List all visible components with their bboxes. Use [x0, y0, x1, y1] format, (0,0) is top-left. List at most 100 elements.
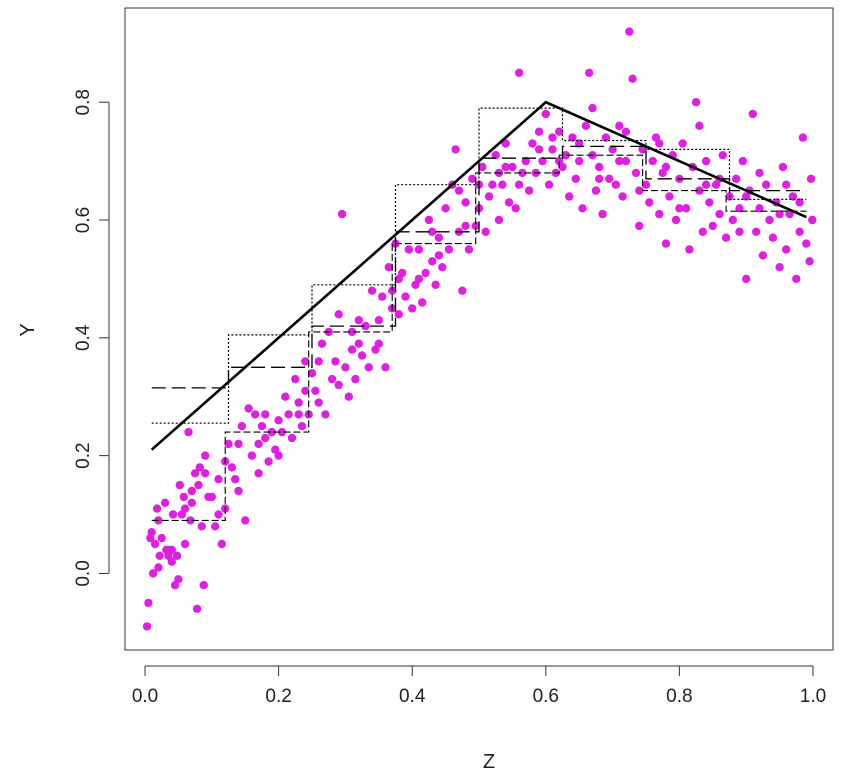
- data-point: [504, 198, 514, 207]
- data-point: [314, 357, 323, 366]
- data-point: [361, 321, 370, 331]
- data-point: [207, 492, 216, 502]
- data-point: [671, 215, 681, 225]
- data-point: [247, 451, 257, 460]
- true-curve-line: [150, 100, 807, 451]
- data-point: [194, 480, 203, 490]
- x-tick-label: 1.0: [800, 686, 826, 707]
- data-point: [598, 209, 607, 219]
- data-point: [548, 133, 557, 142]
- data-point: [174, 575, 183, 584]
- data-point: [708, 221, 717, 231]
- data-point: [274, 416, 283, 425]
- data-point: [601, 133, 611, 142]
- data-point: [331, 357, 340, 366]
- data-point: [244, 404, 253, 413]
- data-point: [367, 286, 377, 295]
- data-point: [267, 427, 277, 437]
- data-point: [179, 492, 188, 502]
- data-point: [394, 274, 403, 284]
- data-point: [638, 145, 647, 154]
- data-point: [175, 480, 184, 490]
- data-point: [418, 298, 427, 307]
- data-point: [518, 168, 527, 178]
- data-point: [501, 162, 510, 172]
- data-point: [732, 174, 741, 183]
- y-tick-label: 0.0: [73, 560, 94, 586]
- data-point: [491, 151, 500, 160]
- data-point: [317, 339, 327, 348]
- data-point: [378, 292, 387, 301]
- data-point: [337, 209, 347, 219]
- data-point: [738, 156, 747, 166]
- data-point: [691, 98, 701, 107]
- step-fine-dashed-line: [151, 154, 807, 521]
- data-point: [661, 239, 671, 248]
- data-point: [768, 233, 778, 242]
- data-point: [241, 516, 250, 525]
- curve-lines: [150, 100, 807, 521]
- data-point: [142, 622, 152, 631]
- data-point: [291, 374, 300, 384]
- data-point: [538, 156, 547, 166]
- data-point: [608, 145, 617, 154]
- data-point: [187, 498, 196, 507]
- data-point: [297, 422, 307, 431]
- data-points: [142, 27, 817, 631]
- data-point: [735, 227, 744, 236]
- data-point: [621, 127, 631, 136]
- data-point: [201, 451, 210, 460]
- data-point: [605, 174, 614, 183]
- data-point: [227, 463, 237, 472]
- data-point: [294, 398, 303, 407]
- data-point: [257, 422, 267, 431]
- data-point: [261, 433, 270, 443]
- data-point: [461, 198, 470, 207]
- data-point: [498, 180, 507, 189]
- data-point: [172, 551, 182, 560]
- data-point: [701, 156, 711, 166]
- data-point: [234, 439, 243, 449]
- data-point: [625, 27, 634, 36]
- data-point: [414, 245, 424, 254]
- data-point: [157, 533, 166, 543]
- data-point: [641, 180, 651, 189]
- data-point: [675, 204, 684, 213]
- data-point: [190, 469, 200, 478]
- data-point: [695, 121, 704, 130]
- data-point: [311, 386, 320, 395]
- data-point: [168, 510, 178, 519]
- data-point: [788, 192, 798, 201]
- data-point: [201, 469, 210, 478]
- data-point: [528, 139, 537, 148]
- data-point: [792, 274, 801, 284]
- x-tick-label: 0.6: [533, 686, 559, 707]
- step-dashed-line: [151, 145, 807, 389]
- data-point: [444, 245, 454, 254]
- data-point: [571, 174, 580, 183]
- data-point: [254, 439, 263, 449]
- data-point: [561, 151, 570, 160]
- data-point: [698, 227, 707, 236]
- data-point: [334, 380, 343, 390]
- data-point: [344, 392, 353, 401]
- data-point: [147, 528, 156, 537]
- data-point: [154, 563, 163, 572]
- data-point: [341, 363, 350, 372]
- data-point: [231, 475, 240, 484]
- data-point: [752, 227, 761, 236]
- data-point: [635, 186, 644, 195]
- data-point: [775, 209, 784, 219]
- data-point: [431, 280, 440, 289]
- x-tick-label: 0.4: [399, 686, 426, 707]
- data-point: [588, 103, 597, 113]
- data-point: [802, 239, 811, 248]
- data-point: [628, 74, 637, 83]
- data-point: [618, 192, 627, 201]
- data-point: [765, 215, 774, 225]
- data-point: [327, 374, 337, 384]
- data-point: [678, 139, 687, 148]
- data-point: [655, 139, 664, 148]
- data-point: [301, 357, 310, 366]
- data-point: [294, 410, 303, 419]
